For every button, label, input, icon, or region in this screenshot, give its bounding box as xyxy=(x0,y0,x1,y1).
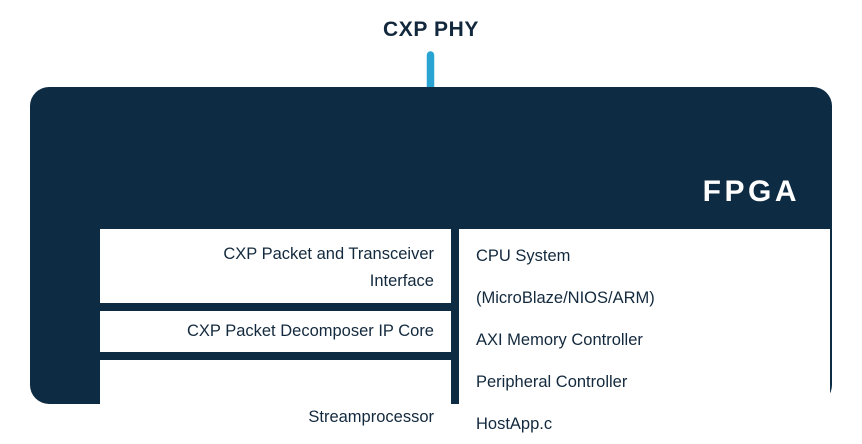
block-cxp-packet-and-transceiver-interface[interactable]: CXP Packet and Transceiver Interface xyxy=(100,229,451,303)
right-column-line-peripheral-controller: Peripheral Controller xyxy=(476,373,628,391)
block-streamprocessor[interactable]: Streamprocessor xyxy=(100,360,451,444)
cxp-phy-label: CXP PHY xyxy=(382,18,479,41)
right-column-line-hostapp-c: HostApp.c xyxy=(476,415,553,433)
right-column-cpu-system[interactable]: CPU System (MicroBlaze/NIOS/ARM) AXI Mem… xyxy=(459,229,830,444)
right-column-line-cpu-system: CPU System xyxy=(476,247,571,265)
block-label: Streamprocessor xyxy=(308,408,434,426)
right-column-line-microblaze-nios-arm: (MicroBlaze/NIOS/ARM) xyxy=(476,289,655,307)
right-column-line-axi-memory-controller: AXI Memory Controller xyxy=(476,331,643,349)
block-label: CXP Packet and Transceiver Interface xyxy=(223,245,434,290)
fpga-blocks-area: CXP Packet and Transceiver Interface CXP… xyxy=(100,229,830,444)
left-column: CXP Packet and Transceiver Interface CXP… xyxy=(100,229,451,444)
block-label: CXP Packet Decomposer IP Core xyxy=(186,322,434,340)
block-cxp-packet-decomposer-ip-core[interactable]: CXP Packet Decomposer IP Core xyxy=(100,311,451,352)
fpga-title: FPGA xyxy=(702,175,800,208)
fpga-container: FPGA CXP Packet and Transceiver Interfac… xyxy=(30,87,832,444)
